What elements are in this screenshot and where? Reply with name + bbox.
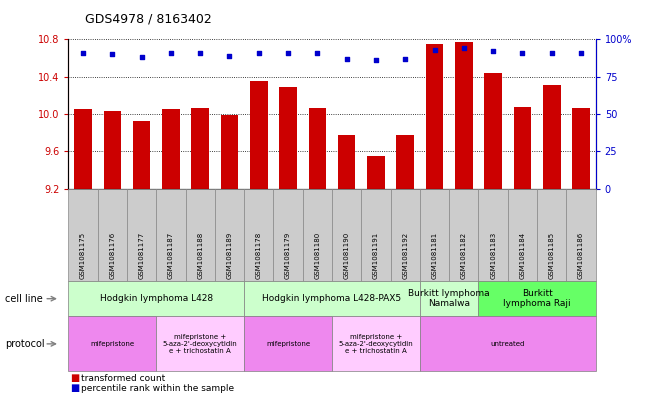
Text: mifepristone: mifepristone (90, 341, 134, 347)
Bar (250, 81, 268, 189)
Bar (191, 108, 209, 189)
Bar (426, 44, 443, 189)
Point (517, 50, 527, 56)
Text: GSM1081175: GSM1081175 (80, 232, 86, 279)
Text: GSM1081176: GSM1081176 (109, 232, 115, 279)
Text: Burkitt
lymphoma Raji: Burkitt lymphoma Raji (503, 289, 571, 309)
Text: GSM1081188: GSM1081188 (197, 232, 203, 279)
Bar (455, 42, 473, 189)
Text: GDS4978 / 8163402: GDS4978 / 8163402 (85, 13, 212, 26)
Text: GSM1081178: GSM1081178 (256, 232, 262, 279)
Text: protocol: protocol (5, 339, 45, 349)
Text: GSM1081189: GSM1081189 (227, 232, 232, 279)
Bar (396, 136, 414, 189)
Text: Hodgkin lymphoma L428: Hodgkin lymphoma L428 (100, 294, 213, 303)
Point (254, 50, 264, 56)
Point (165, 50, 176, 56)
Point (371, 57, 381, 63)
Bar (104, 111, 121, 189)
Bar (367, 156, 385, 189)
Point (224, 53, 235, 59)
Text: GSM1081177: GSM1081177 (139, 232, 145, 279)
Bar (484, 73, 502, 189)
Text: percentile rank within the sample: percentile rank within the sample (81, 384, 234, 393)
Bar (514, 107, 531, 189)
Point (576, 50, 587, 56)
Bar (74, 109, 92, 189)
Text: transformed count: transformed count (81, 374, 165, 382)
Text: mifepristone: mifepristone (266, 341, 310, 347)
Bar (338, 134, 355, 189)
Bar (279, 87, 297, 189)
Text: GSM1081187: GSM1081187 (168, 232, 174, 279)
Text: GSM1081180: GSM1081180 (314, 232, 320, 279)
Text: GSM1081186: GSM1081186 (578, 232, 584, 279)
Text: GSM1081190: GSM1081190 (344, 232, 350, 279)
Text: untreated: untreated (491, 341, 525, 347)
Text: mifepristone +
5-aza-2'-deoxycytidin
e + trichostatin A: mifepristone + 5-aza-2'-deoxycytidin e +… (339, 334, 413, 354)
Point (78, 50, 89, 56)
Text: GSM1081191: GSM1081191 (373, 232, 379, 279)
Point (107, 51, 117, 57)
Text: GSM1081179: GSM1081179 (285, 232, 291, 279)
Text: GSM1081184: GSM1081184 (519, 232, 525, 279)
Bar (221, 115, 238, 189)
Text: mifepristone +
5-aza-2'-deoxycytidin
e + trichostatin A: mifepristone + 5-aza-2'-deoxycytidin e +… (163, 334, 238, 354)
Point (283, 50, 293, 56)
Text: GSM1081192: GSM1081192 (402, 232, 408, 279)
Bar (572, 108, 590, 189)
Point (430, 47, 440, 53)
Point (458, 45, 469, 51)
Text: cell line: cell line (5, 294, 43, 304)
Bar (133, 121, 150, 189)
Bar (162, 109, 180, 189)
Text: GSM1081182: GSM1081182 (461, 232, 467, 279)
Point (488, 48, 499, 54)
Text: ■: ■ (70, 383, 79, 393)
Point (547, 50, 557, 56)
Point (312, 50, 323, 56)
Point (400, 55, 411, 62)
Bar (309, 108, 326, 189)
Point (137, 54, 147, 61)
Text: GSM1081183: GSM1081183 (490, 232, 496, 279)
Point (195, 50, 206, 56)
Text: ■: ■ (70, 373, 79, 383)
Text: GSM1081185: GSM1081185 (549, 232, 555, 279)
Text: Burkitt lymphoma
Namalwa: Burkitt lymphoma Namalwa (408, 289, 490, 309)
Text: Hodgkin lymphoma L428-PAX5: Hodgkin lymphoma L428-PAX5 (262, 294, 402, 303)
Point (342, 55, 352, 62)
Text: GSM1081181: GSM1081181 (432, 232, 437, 279)
Bar (543, 85, 561, 189)
